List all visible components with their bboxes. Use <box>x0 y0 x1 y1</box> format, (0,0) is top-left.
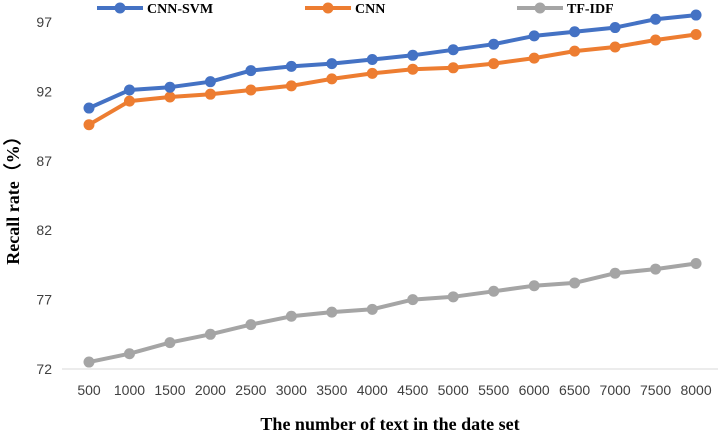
data-point <box>245 84 257 96</box>
data-point <box>650 13 662 25</box>
x-tick-label: 500 <box>77 382 101 398</box>
y-axis-ticks: 72 77 82 87 92 97 <box>36 14 52 377</box>
series-tf-idf <box>83 258 702 368</box>
legend-marker <box>114 2 126 14</box>
legend-marker <box>534 2 546 14</box>
data-point <box>83 356 95 368</box>
data-point <box>326 58 338 70</box>
y-axis-label: Recall rate（%） <box>3 127 23 264</box>
data-point <box>447 44 459 56</box>
data-point <box>447 62 459 74</box>
data-point <box>285 80 297 92</box>
x-tick-label: 3000 <box>276 382 307 398</box>
x-tick-label: 5500 <box>478 382 509 398</box>
data-point <box>204 328 216 340</box>
legend: CNN-SVM CNN TF-IDF <box>97 2 614 17</box>
y-tick-label: 72 <box>36 361 52 377</box>
legend-label: CNN <box>355 2 385 17</box>
data-point <box>164 91 176 103</box>
legend-item: CNN <box>305 2 385 17</box>
y-tick-label: 92 <box>36 83 52 99</box>
legend-label: TF-IDF <box>567 2 614 17</box>
data-point <box>366 303 378 315</box>
data-point <box>407 294 419 306</box>
data-point <box>447 291 459 303</box>
x-tick-label: 6000 <box>519 382 550 398</box>
data-point <box>609 22 621 34</box>
data-point <box>164 337 176 349</box>
series-line <box>88 261 697 365</box>
data-point <box>204 88 216 100</box>
data-point <box>690 9 702 21</box>
data-point <box>204 76 216 88</box>
y-tick-label: 97 <box>36 14 52 30</box>
data-point <box>528 280 540 292</box>
data-point <box>366 53 378 65</box>
x-tick-label: 2500 <box>235 382 266 398</box>
data-point <box>569 26 581 38</box>
data-point <box>488 285 500 297</box>
data-point <box>123 348 135 360</box>
y-tick-label: 77 <box>36 292 52 308</box>
x-tick-label: 7500 <box>640 382 671 398</box>
x-tick-label: 4000 <box>357 382 388 398</box>
data-point <box>285 60 297 72</box>
data-point <box>488 58 500 70</box>
x-tick-label: 4500 <box>397 382 428 398</box>
y-tick-label: 87 <box>36 153 52 169</box>
data-point <box>690 28 702 40</box>
data-point <box>285 310 297 322</box>
data-point <box>488 38 500 50</box>
x-tick-label: 6500 <box>559 382 590 398</box>
data-point <box>407 63 419 75</box>
series-cnn-svm <box>83 9 702 114</box>
series-line <box>87 32 697 127</box>
data-point <box>569 277 581 289</box>
data-point <box>326 306 338 318</box>
data-point <box>245 65 257 77</box>
data-point <box>83 102 95 114</box>
x-tick-label: 1500 <box>154 382 185 398</box>
x-axis-label: The number of text in the date set <box>260 414 519 434</box>
data-point <box>609 267 621 279</box>
data-point <box>123 95 135 107</box>
data-point <box>245 319 257 331</box>
series-line <box>88 13 697 110</box>
x-tick-label: 3500 <box>316 382 347 398</box>
data-point <box>690 258 702 270</box>
x-tick-label: 5000 <box>438 382 469 398</box>
y-tick-label: 82 <box>36 222 52 238</box>
data-point <box>650 263 662 275</box>
data-point <box>528 52 540 64</box>
series-layer <box>83 9 702 368</box>
x-tick-label: 2000 <box>195 382 226 398</box>
legend-item: CNN-SVM <box>97 2 213 17</box>
data-point <box>326 73 338 85</box>
series-cnn <box>83 28 702 131</box>
x-tick-label: 8000 <box>680 382 711 398</box>
data-point <box>83 119 95 131</box>
data-point <box>407 49 419 61</box>
data-point <box>569 45 581 57</box>
data-point <box>650 34 662 46</box>
data-point <box>123 84 135 96</box>
data-point <box>164 81 176 93</box>
legend-item: TF-IDF <box>517 2 614 17</box>
legend-label: CNN-SVM <box>147 2 213 17</box>
x-axis-ticks: 500 1000 1500 2000 2500 3000 3500 4000 4500 5000 5… <box>77 382 712 398</box>
data-point <box>366 67 378 79</box>
x-tick-label: 1000 <box>114 382 145 398</box>
data-point <box>609 41 621 53</box>
legend-marker <box>322 2 334 14</box>
data-point <box>528 30 540 42</box>
x-tick-label: 7000 <box>600 382 631 398</box>
